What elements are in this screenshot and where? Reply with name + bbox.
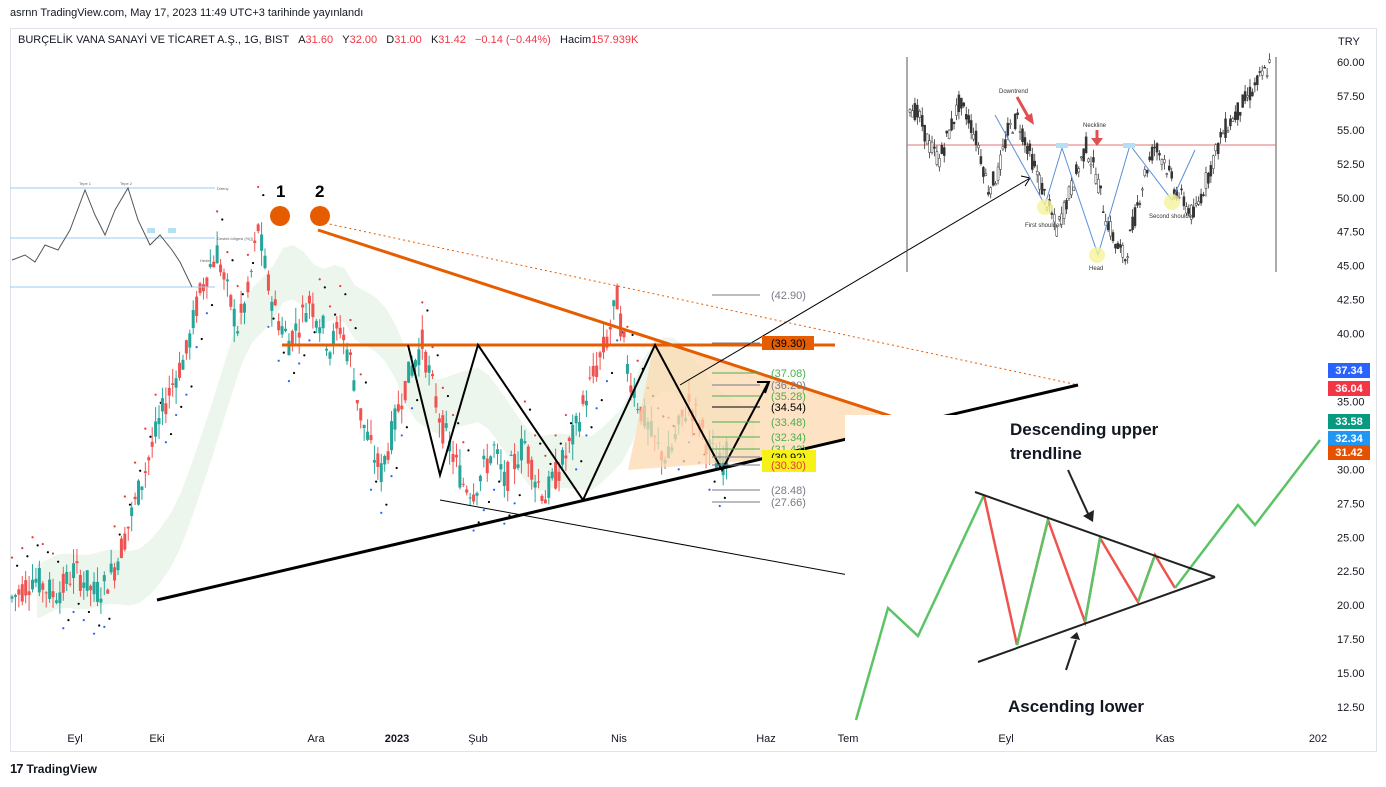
tradingview-footer[interactable]: 17 TradingView [10,761,97,776]
high-label: Y [342,34,350,46]
symbol-name[interactable]: BURÇELİK VANA SANAYİ VE TİCARET A.Ş., 1G… [18,34,290,46]
publish-line: asrnn TradingView.com, May 17, 2023 11:4… [10,7,364,19]
open-label: A [298,34,306,46]
low-value: 31.00 [394,34,422,46]
low-label: D [386,34,395,46]
open-value: 31.60 [305,34,334,46]
chart-frame [10,28,1377,752]
change-value: −0.14 (−0.44%) [475,34,551,46]
volume-value: 157.939K [591,34,639,46]
volume-label: Hacim [560,34,592,46]
high-value: 32.00 [349,34,378,46]
tradingview-logo-icon: 17 [10,761,24,776]
brand-text: TradingView [26,761,97,776]
symbol-legend: BURÇELİK VANA SANAYİ VE TİCARET A.Ş., 1G… [18,34,638,46]
close-label: K [430,34,439,46]
close-value: 31.42 [438,34,466,46]
